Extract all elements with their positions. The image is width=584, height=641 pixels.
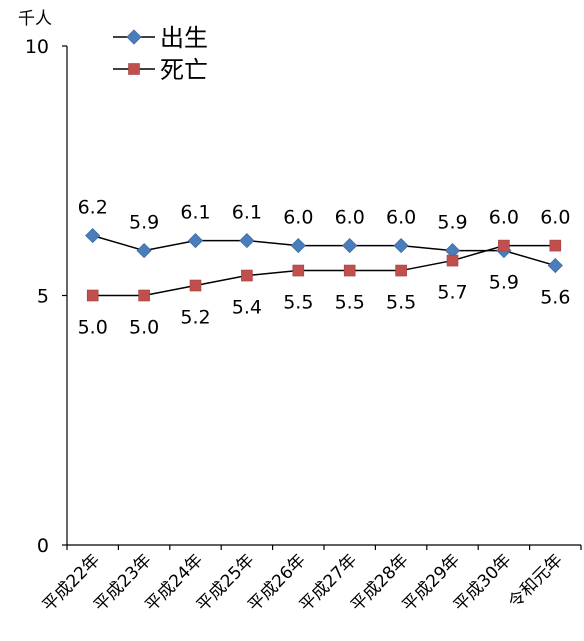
data-label-出生-8: 5.9 [489,272,519,294]
legend-label-死亡: 死亡 [160,56,208,84]
legend-label-出生: 出生 [160,24,208,52]
data-label-出生-3: 6.1 [232,202,262,224]
marker-出生-0 [85,228,101,244]
marker-死亡-6 [395,264,407,277]
series-markers [85,228,563,302]
marker-死亡-3 [241,269,253,282]
x-axis-ticks: 平成22年平成23年平成24年平成25年平成26年平成27年平成28年平成29年… [39,545,582,616]
data-label-死亡-3: 5.4 [232,297,262,319]
marker-死亡-2 [189,279,202,292]
marker-出生-2 [187,233,204,249]
data-label-死亡-9: 6.0 [540,207,570,229]
data-label-死亡-4: 5.5 [283,292,313,314]
data-label-出生-5: 6.0 [335,207,365,229]
data-label-死亡-7: 5.7 [437,282,467,304]
marker-死亡-1 [138,289,150,302]
data-label-出生-9: 5.6 [540,287,570,309]
y-unit-label: 千人 [18,9,52,29]
y-axis-ticks: 0 5 10 [25,36,67,557]
data-label-出生-1: 5.9 [129,212,159,234]
marker-死亡-9 [549,239,562,252]
y-tick-label: 0 [37,535,49,557]
marker-死亡-4 [292,264,305,277]
marker-死亡-7 [446,254,459,267]
marker-死亡-0 [86,289,99,302]
marker-出生-3 [239,233,255,249]
data-label-死亡-0: 5.0 [78,317,108,339]
data-label-出生-0: 6.2 [78,197,108,219]
data-labels: 6.2 5.9 6.1 6.1 6.0 6.0 6.0 5.9 5.9 5.6 5.0 5.0 5.2 5… [78,197,571,339]
legend-diamond-icon [126,29,142,45]
series-lines [92,234,556,297]
legend-square-icon [128,63,140,75]
data-label-出生-2: 6.1 [180,202,210,224]
x-tick-label: 平成30年 [450,550,516,616]
data-label-死亡-5: 5.5 [335,292,365,314]
data-label-出生-6: 6.0 [386,207,416,229]
y-tick-label: 5 [37,286,49,308]
marker-出生-5 [342,238,358,254]
marker-死亡-8 [498,239,510,252]
marker-出生-4 [290,238,306,254]
y-tick-label: 10 [25,36,49,58]
series-line-2 [92,244,556,297]
data-label-出生-4: 6.0 [283,207,313,229]
marker-出生-1 [136,243,152,259]
data-label-死亡-1: 5.0 [129,317,159,339]
data-label-出生-7: 5.9 [437,212,467,234]
data-label-死亡-6: 5.5 [386,292,416,314]
marker-出生-9 [547,257,563,274]
series-line-1 [92,234,556,267]
data-label-死亡-2: 5.2 [180,307,210,329]
marker-死亡-5 [343,264,356,277]
marker-出生-6 [393,238,409,254]
x-tick-label: 令和元年 [505,550,567,612]
data-label-死亡-8: 6.0 [489,207,519,229]
